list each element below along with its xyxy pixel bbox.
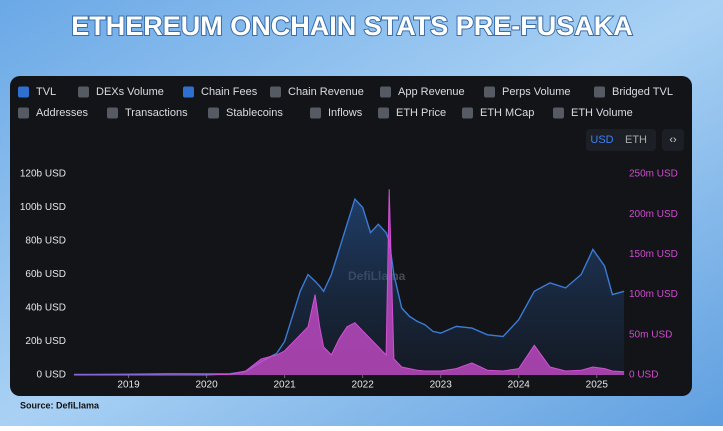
toggle-label: ETH Price <box>396 107 446 119</box>
toggle-checkbox[interactable] <box>78 86 89 98</box>
y2-tick-label: 150m USD <box>629 249 678 260</box>
toggle-checkbox[interactable] <box>310 107 321 119</box>
y2-tick-label: 0 USD <box>629 370 658 381</box>
toggle-checkbox[interactable] <box>594 86 605 98</box>
embed-button[interactable] <box>662 129 684 151</box>
toggle-label: ETH MCap <box>480 107 534 119</box>
y2-tick-label: 250m USD <box>629 169 678 180</box>
toggle-label: TVL <box>36 86 56 98</box>
x-tick-label: 2021 <box>273 380 296 391</box>
y-tick-label: 100b USD <box>20 202 66 213</box>
series-line <box>73 189 625 376</box>
toggle-checkbox[interactable] <box>378 107 389 119</box>
source: Source: DefiLlama <box>20 400 100 410</box>
toggle-label: DEXs Volume <box>96 86 164 98</box>
x-tick-label: 2020 <box>195 380 218 391</box>
embed-icon: ‹› <box>669 134 677 146</box>
series-area <box>73 199 625 375</box>
toggle-label: Transactions <box>125 107 188 119</box>
toggle-checkbox[interactable] <box>208 107 219 119</box>
series-area <box>73 189 625 375</box>
toggle-label: Perps Volume <box>502 86 570 98</box>
y2-tick-label: 100m USD <box>629 289 678 300</box>
y2-tick-label: 200m USD <box>629 209 678 220</box>
y-tick-label: 0 USD <box>37 370 66 381</box>
toggle-label: Inflows <box>328 107 363 119</box>
x-tick-label: 2023 <box>430 380 453 391</box>
y-tick-label: 80b USD <box>25 236 66 247</box>
y-tick-label: 60b USD <box>25 269 66 280</box>
y-tick-label: 20b USD <box>25 336 66 347</box>
toggle-checkbox[interactable] <box>553 107 564 119</box>
toggle-checkbox[interactable] <box>18 107 29 119</box>
toggle-label: Addresses <box>36 107 88 119</box>
x-tick-label: 2025 <box>586 380 609 391</box>
currency-switch <box>586 129 656 151</box>
toggle-checkbox[interactable] <box>183 86 194 98</box>
toggle-checkbox[interactable] <box>484 86 495 98</box>
x-tick-label: 2019 <box>117 380 140 391</box>
toggle-label: App Revenue <box>398 86 465 98</box>
toggle-label: Chain Fees <box>201 86 258 98</box>
toggle-checkbox[interactable] <box>18 86 29 98</box>
x-tick-label: 2024 <box>508 380 531 391</box>
currency-button[interactable]: ETH <box>625 134 647 146</box>
y-tick-label: 120b USD <box>20 169 66 180</box>
currency-button[interactable]: USD <box>590 134 613 146</box>
toggle-checkbox[interactable] <box>380 86 391 98</box>
toggle-label: Chain Revenue <box>288 86 364 98</box>
x-tick-label: 2022 <box>352 380 375 391</box>
toggle-label: ETH Volume <box>571 107 633 119</box>
toggle-label: Stablecoins <box>226 107 283 119</box>
toggle-label: Bridged TVL <box>612 86 673 98</box>
toggle-checkbox[interactable] <box>462 107 473 119</box>
toggle-checkbox[interactable] <box>107 107 118 119</box>
y2-tick-label: 50m USD <box>629 329 672 340</box>
toggle-checkbox[interactable] <box>270 86 281 98</box>
page-title: ETHEREUM ONCHAIN STATS PRE-FUSAKA <box>71 11 633 41</box>
y-tick-label: 40b USD <box>25 303 66 314</box>
